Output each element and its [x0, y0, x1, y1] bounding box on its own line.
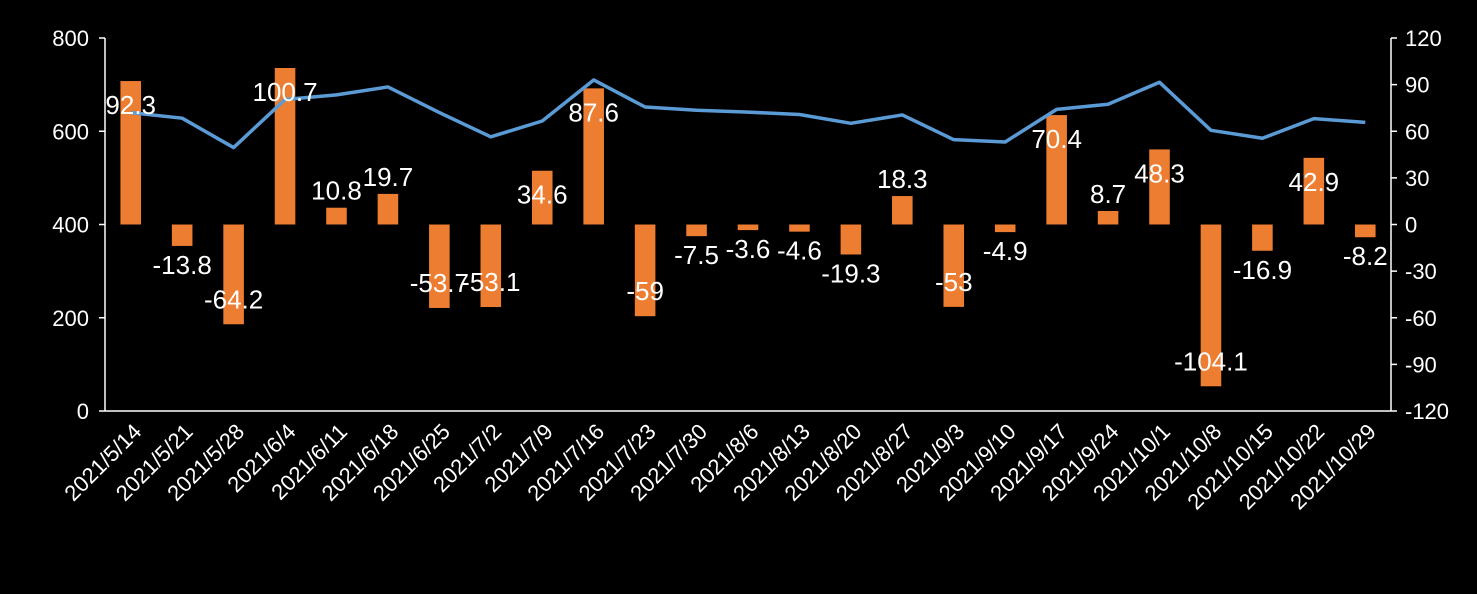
bar-11: [634, 224, 656, 317]
bar-9: [531, 170, 553, 225]
bar-25: [1354, 224, 1376, 238]
line-layer: [130, 78, 1366, 150]
data-label: 10.8: [311, 176, 362, 206]
data-label: -8.2: [1343, 241, 1388, 271]
right-tick-label: 120: [1405, 26, 1442, 51]
bar-1: [120, 81, 142, 225]
bar-22: [1200, 224, 1222, 387]
right-tick-label: 60: [1405, 119, 1429, 144]
data-label: -53.7: [410, 268, 469, 298]
bar-12: [686, 224, 707, 237]
bar-19: [1046, 115, 1067, 225]
left-tick-label: 600: [52, 119, 89, 144]
data-label: 42.9: [1289, 167, 1340, 197]
right-tick-label: -120: [1405, 399, 1449, 424]
data-label: -7.5: [674, 240, 719, 270]
data-label: -59: [626, 276, 664, 306]
bar-4: [274, 67, 296, 225]
right-tick-label: 30: [1405, 166, 1429, 191]
left-tick-label: 200: [52, 306, 89, 331]
right-tick-label: -30: [1405, 259, 1437, 284]
data-label: -53: [935, 267, 973, 297]
left-tick-label: 400: [52, 213, 89, 238]
data-label: 87.6: [568, 97, 619, 127]
bars-layer: [120, 67, 1376, 387]
bar-21: [1149, 149, 1170, 225]
data-label: -4.6: [777, 236, 822, 266]
data-label: -53.1: [461, 267, 520, 297]
bar-13: [737, 224, 759, 231]
bar-23: [1252, 224, 1273, 251]
data-label: -16.9: [1233, 255, 1292, 285]
data-label: -19.3: [821, 258, 880, 288]
bar-5: [326, 207, 347, 225]
bar-20: [1097, 210, 1119, 225]
bar-15: [840, 224, 862, 255]
data-label: 34.6: [517, 180, 568, 210]
data-label: 100.7: [253, 77, 318, 107]
right-tick-label: 0: [1405, 213, 1417, 238]
bar-17: [943, 224, 965, 307]
data-labels-layer: 92.3 -13.8 -64.2 100.7 10.8 19.7 -53.7-53.1 34.…: [105, 77, 1387, 376]
data-label: 19.7: [363, 162, 414, 192]
line-series: [130, 78, 1366, 150]
right-tick-label: -90: [1405, 352, 1437, 377]
bar-8: [480, 224, 502, 308]
data-label: 70.4: [1031, 124, 1082, 154]
x-tick-labels-layer: 2021/5/142021/5/212021/5/282021/6/42021/…: [59, 419, 1380, 515]
data-label: 48.3: [1134, 158, 1185, 188]
bar-2: [171, 224, 193, 246]
bar-16: [892, 196, 913, 225]
bar-14: [789, 224, 810, 232]
right-tick-label: 90: [1405, 73, 1429, 98]
left-tick-label: 800: [52, 26, 89, 51]
bar-24: [1303, 157, 1325, 225]
data-label: -104.1: [1174, 346, 1248, 376]
bar-3: [223, 224, 244, 325]
data-label: -4.9: [983, 236, 1028, 266]
right-tick-label: -60: [1405, 306, 1437, 331]
data-label: 18.3: [877, 164, 928, 194]
data-label: 8.7: [1090, 179, 1126, 209]
bar-6: [377, 193, 399, 225]
data-label: -64.2: [204, 284, 263, 314]
data-label: -3.6: [726, 234, 771, 264]
bar-18: [994, 224, 1016, 233]
data-label: 92.3: [105, 90, 156, 120]
bar-10: [583, 88, 604, 225]
left-tick-label: 0: [77, 399, 89, 424]
bar-7: [429, 224, 450, 308]
axes-layer: 0 200 400 600 800 -120 -90 -60 -30 0 30 60 90 120: [52, 26, 1449, 424]
data-label: -13.8: [153, 250, 212, 280]
